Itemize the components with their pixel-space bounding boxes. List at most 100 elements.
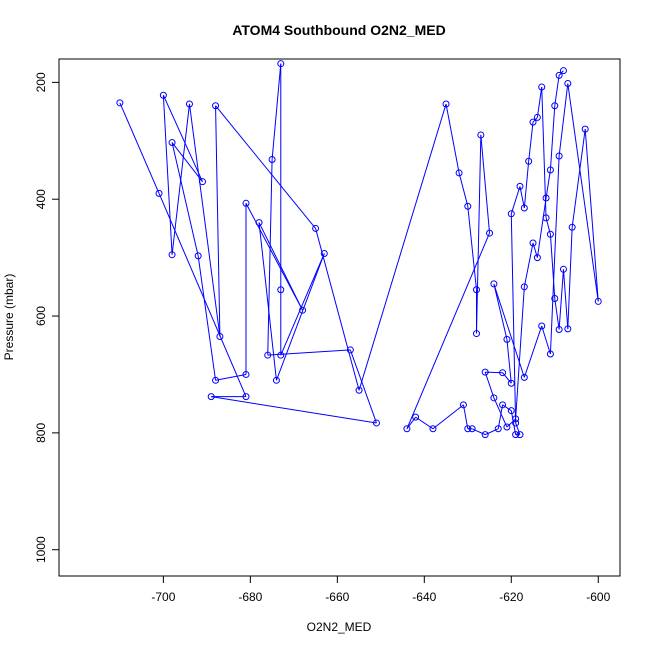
data-point	[546, 230, 554, 238]
data-point	[499, 401, 507, 409]
x-tick-label: -680	[238, 590, 262, 604]
data-point	[272, 376, 280, 384]
series-segment	[523, 161, 530, 209]
series-segment	[584, 129, 599, 302]
chart-title: ATOM4 Southbound O2N2_MED	[232, 22, 445, 38]
series-segment	[536, 86, 543, 118]
series-segment	[188, 103, 221, 337]
series-segment	[493, 283, 508, 340]
series-segment	[528, 122, 534, 162]
series-segment	[480, 134, 491, 234]
series-segment	[510, 410, 517, 435]
data-point	[194, 252, 202, 260]
data-point	[464, 425, 472, 433]
data-point	[542, 194, 550, 202]
data-point	[168, 251, 176, 259]
series-segment	[458, 172, 469, 207]
series-segment	[406, 232, 490, 429]
data-point	[520, 204, 528, 212]
series-segment	[567, 83, 599, 302]
series-segment	[536, 197, 547, 258]
data-point	[264, 351, 272, 359]
data-point	[468, 425, 476, 433]
series-segment	[171, 103, 190, 255]
data-point	[299, 306, 307, 314]
data-point	[507, 210, 515, 218]
series-segment	[358, 103, 447, 391]
series-segment	[484, 428, 499, 436]
series-segment	[462, 404, 469, 429]
data-point	[538, 322, 546, 330]
data-point	[159, 91, 167, 99]
data-point	[372, 419, 380, 427]
data-point	[520, 373, 528, 381]
data-point	[525, 157, 533, 165]
series-segment	[158, 193, 247, 397]
data-point	[520, 283, 528, 291]
data-point	[155, 189, 163, 197]
data-point	[512, 419, 520, 427]
data-point	[442, 100, 450, 108]
series-segment	[502, 372, 512, 384]
x-tick-label: -640	[412, 590, 436, 604]
data-point	[546, 350, 554, 358]
data-point	[346, 346, 354, 354]
series-segment	[267, 159, 273, 356]
data-point	[564, 80, 572, 88]
series-segment	[162, 95, 173, 255]
series-segment	[545, 169, 551, 199]
series-segment	[523, 242, 534, 287]
data-point	[116, 99, 124, 107]
y-tick-label: 200	[34, 72, 48, 92]
data-point	[546, 166, 554, 174]
series-segment	[245, 203, 303, 311]
series-segment	[484, 371, 495, 398]
data-point	[512, 431, 520, 439]
series-segment	[554, 298, 560, 330]
series-segment	[445, 103, 460, 174]
series-segment	[406, 416, 417, 430]
data-point	[277, 351, 285, 359]
data-point	[503, 423, 511, 431]
data-point	[555, 71, 563, 79]
series-segment	[467, 206, 477, 290]
data-point	[320, 250, 328, 258]
x-tick-label: -620	[499, 590, 523, 604]
series-segment	[258, 222, 277, 381]
data-point	[277, 60, 285, 68]
data-point	[459, 401, 467, 409]
series-segment	[502, 404, 512, 412]
y-tick-label: 1000	[34, 536, 48, 563]
data-point	[568, 223, 576, 231]
series-segment	[532, 242, 538, 258]
data-point	[529, 118, 537, 126]
data-point	[464, 202, 472, 210]
y-axis: 200 400 600 800 1000	[34, 72, 59, 563]
data-point	[507, 407, 515, 415]
series-segment	[515, 422, 521, 435]
series-segment	[510, 186, 521, 214]
series-segment	[475, 134, 482, 334]
data-point	[490, 280, 498, 288]
data-point	[499, 369, 507, 377]
data-point	[529, 239, 537, 247]
y-tick-label: 800	[34, 423, 48, 443]
data-point	[581, 125, 589, 133]
series-segment	[280, 253, 325, 356]
series-segment	[211, 396, 377, 424]
y-tick-label: 600	[34, 306, 48, 326]
data-point	[559, 265, 567, 273]
series-segment	[541, 325, 551, 355]
series-segment	[171, 142, 199, 256]
x-axis-label: O2N2_MED	[307, 620, 372, 634]
series-segment	[549, 155, 560, 355]
data-point	[412, 413, 420, 421]
data-point	[312, 224, 320, 232]
data-point	[455, 169, 463, 177]
series-segment	[197, 255, 217, 381]
data-point	[212, 102, 220, 110]
series-segment	[549, 234, 556, 299]
data-point	[242, 199, 250, 207]
data-point	[516, 431, 524, 439]
